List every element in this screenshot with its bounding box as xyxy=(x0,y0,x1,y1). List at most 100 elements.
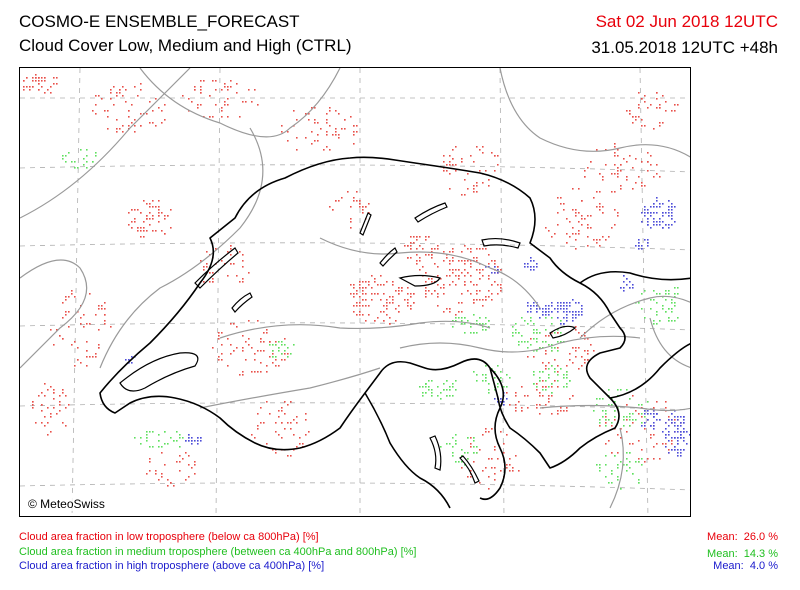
low-cloud-dot xyxy=(578,212,580,214)
medium-cloud-dot xyxy=(530,320,532,322)
low-cloud-dot xyxy=(674,104,676,106)
medium-cloud-dot xyxy=(449,386,451,388)
low-cloud-dot xyxy=(587,236,589,238)
high-cloud-dot xyxy=(638,242,640,244)
low-cloud-dot xyxy=(605,239,607,241)
high-cloud-dot xyxy=(677,428,679,430)
low-cloud-dot xyxy=(443,170,445,172)
medium-cloud-dot xyxy=(539,347,541,349)
high-cloud-dot xyxy=(530,269,532,271)
medium-cloud-dot xyxy=(449,389,451,391)
low-cloud-dot xyxy=(41,410,43,412)
high-cloud-dot xyxy=(545,314,547,316)
low-cloud-dot xyxy=(383,311,385,313)
high-cloud-dot xyxy=(674,446,676,448)
low-cloud-dot xyxy=(62,302,64,304)
low-cloud-dot xyxy=(29,89,31,91)
low-cloud-dot xyxy=(353,125,355,127)
low-cloud-dot xyxy=(557,332,559,334)
low-cloud-dot xyxy=(38,83,40,85)
high-cloud-dot xyxy=(656,413,658,415)
low-cloud-dot xyxy=(356,290,358,292)
low-cloud-dot xyxy=(32,77,34,79)
low-cloud-dot xyxy=(494,260,496,262)
low-cloud-dot xyxy=(458,311,460,313)
medium-cloud-dot xyxy=(464,323,466,325)
low-cloud-dot xyxy=(638,176,640,178)
low-cloud-dot xyxy=(602,236,604,238)
low-cloud-dot xyxy=(590,344,592,346)
low-cloud-dot xyxy=(449,173,451,175)
low-cloud-dot xyxy=(431,281,433,283)
low-cloud-dot xyxy=(461,272,463,274)
low-cloud-dot xyxy=(194,89,196,91)
low-cloud-dot xyxy=(599,173,601,175)
low-cloud-dot xyxy=(554,359,556,361)
medium-cloud-dot xyxy=(665,290,667,292)
low-cloud-dot xyxy=(368,203,370,205)
low-cloud-dot xyxy=(263,350,265,352)
low-cloud-dot xyxy=(521,386,523,388)
low-cloud-dot xyxy=(473,185,475,187)
low-cloud-dot xyxy=(644,95,646,97)
low-cloud-dot xyxy=(38,395,40,397)
low-cloud-dot xyxy=(497,155,499,157)
medium-cloud-dot xyxy=(536,350,538,352)
high-cloud-dot xyxy=(647,209,649,211)
high-cloud-dot xyxy=(194,440,196,442)
low-cloud-dot xyxy=(146,215,148,217)
low-cloud-dot xyxy=(356,314,358,316)
low-cloud-dot xyxy=(203,269,205,271)
medium-cloud-dot xyxy=(614,455,616,457)
low-cloud-dot xyxy=(194,464,196,466)
low-cloud-dot xyxy=(254,371,256,373)
high-cloud-dot xyxy=(566,314,568,316)
low-cloud-dot xyxy=(587,167,589,169)
low-cloud-dot xyxy=(659,122,661,124)
low-cloud-dot xyxy=(128,125,130,127)
low-cloud-dot xyxy=(56,77,58,79)
low-cloud-dot xyxy=(659,107,661,109)
low-cloud-dot xyxy=(281,131,283,133)
low-cloud-dot xyxy=(557,347,559,349)
low-cloud-dot xyxy=(242,374,244,376)
low-cloud-dot xyxy=(428,236,430,238)
low-cloud-dot xyxy=(500,269,502,271)
low-cloud-dot xyxy=(566,365,568,367)
medium-cloud-dot xyxy=(536,332,538,334)
low-cloud-dot xyxy=(122,95,124,97)
medium-cloud-dot xyxy=(92,161,94,163)
low-cloud-dot xyxy=(56,329,58,331)
low-cloud-dot xyxy=(26,86,28,88)
medium-cloud-dot xyxy=(557,350,559,352)
medium-cloud-dot xyxy=(530,344,532,346)
high-cloud-dot xyxy=(632,287,634,289)
medium-cloud-dot xyxy=(443,383,445,385)
low-cloud-dot xyxy=(314,140,316,142)
medium-cloud-dot xyxy=(80,149,82,151)
high-cloud-dot xyxy=(689,434,690,436)
high-cloud-dot xyxy=(560,308,562,310)
low-cloud-dot xyxy=(524,395,526,397)
low-cloud-dot xyxy=(104,110,106,112)
low-cloud-dot xyxy=(335,110,337,112)
medium-cloud-dot xyxy=(566,377,568,379)
low-cloud-dot xyxy=(434,263,436,265)
low-cloud-dot xyxy=(605,164,607,166)
low-cloud-dot xyxy=(104,308,106,310)
medium-cloud-dot xyxy=(674,293,676,295)
low-cloud-dot xyxy=(212,116,214,118)
low-cloud-dot xyxy=(116,119,118,121)
low-cloud-dot xyxy=(635,119,637,121)
low-cloud-dot xyxy=(632,443,634,445)
medium-cloud-dot xyxy=(461,320,463,322)
low-cloud-dot xyxy=(443,287,445,289)
low-cloud-dot xyxy=(461,251,463,253)
low-cloud-dot xyxy=(452,269,454,271)
low-cloud-dot xyxy=(482,305,484,307)
low-cloud-dot xyxy=(497,458,499,460)
low-cloud-dot xyxy=(233,263,235,265)
low-cloud-dot xyxy=(446,275,448,277)
low-cloud-dot xyxy=(638,116,640,118)
low-cloud-dot xyxy=(275,365,277,367)
